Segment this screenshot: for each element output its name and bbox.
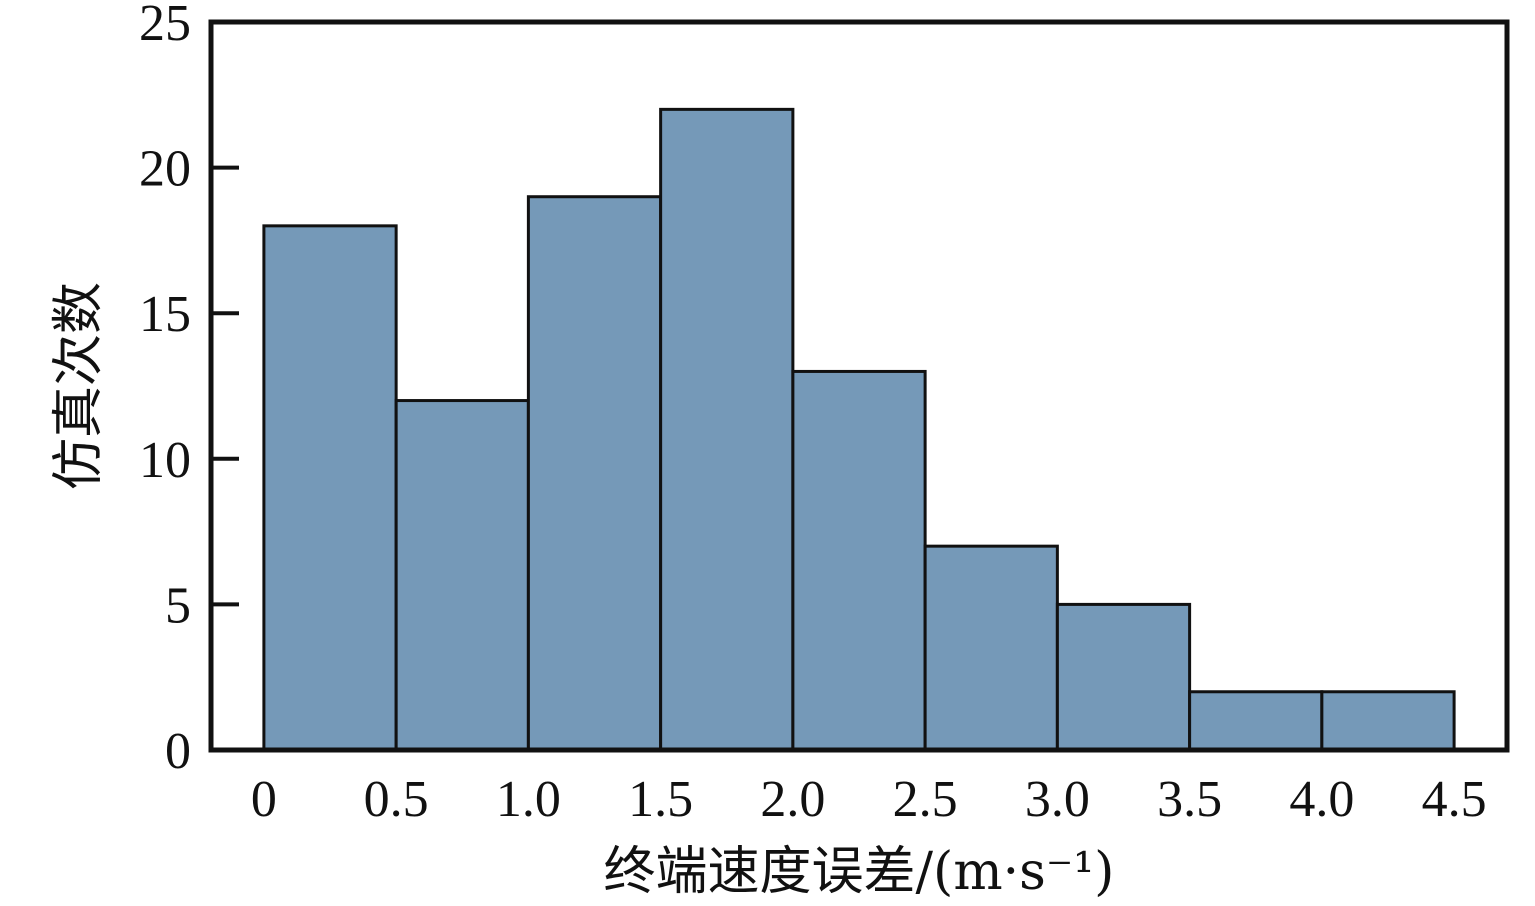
plot-frame (208, 19, 1510, 753)
histogram-bar (394, 399, 530, 752)
x-tick-label: 0.5 (364, 771, 429, 828)
y-tick-label: 15 (139, 286, 191, 343)
bars-group (262, 107, 1456, 752)
histogram-bar (791, 369, 927, 752)
x-tick-label: 2.0 (760, 771, 825, 828)
y-axis-title: 仿真次数 (49, 282, 109, 490)
histogram-bar (1320, 690, 1456, 752)
y-tick-label: 5 (165, 577, 191, 634)
x-axis-title: 终端速度误差/(m·s⁻¹) (604, 842, 1115, 902)
histogram-bar (1188, 690, 1324, 752)
x-tick-label: 2.5 (893, 771, 958, 828)
x-tick-label: 0 (251, 771, 277, 828)
y-tick-label: 25 (139, 0, 191, 52)
histogram-bar (526, 195, 663, 752)
x-axis-ticks: 0 0.5 1.0 1.5 2.0 2.5 3.0 3.5 4.0 4.5 (251, 771, 1487, 828)
y-tick-label: 20 (139, 141, 191, 198)
x-tick-label: 1.5 (628, 771, 693, 828)
x-tick-label: 3.5 (1157, 771, 1222, 828)
histogram-bar (1055, 602, 1192, 752)
x-tick-label: 4.5 (1422, 771, 1487, 828)
histogram-bar (659, 107, 795, 752)
x-tick-label: 3.0 (1025, 771, 1090, 828)
histogram-bar (923, 544, 1059, 752)
y-tick-label: 10 (139, 432, 191, 489)
x-tick-label: 4.0 (1289, 771, 1354, 828)
histogram-bar (262, 224, 398, 752)
y-axis-ticks: 0 5 10 15 20 25 (139, 0, 239, 780)
y-tick-label: 0 (165, 723, 191, 780)
x-tick-label: 1.0 (496, 771, 561, 828)
